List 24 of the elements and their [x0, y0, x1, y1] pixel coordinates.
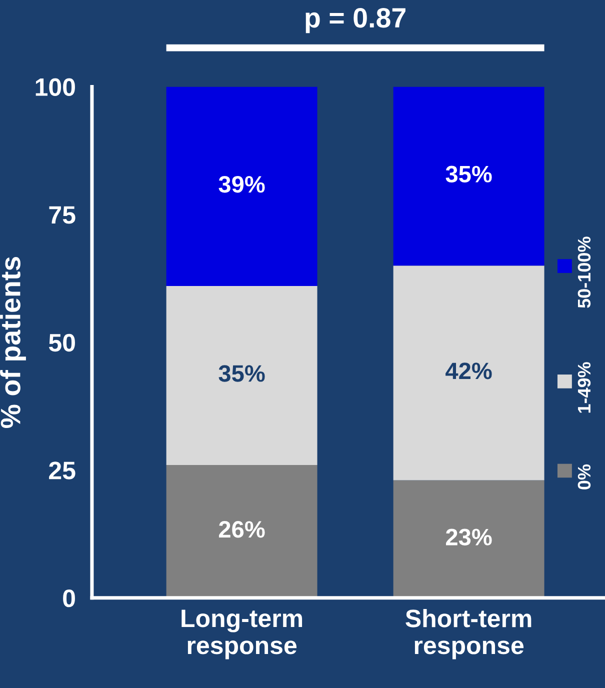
data-label: 35%: [446, 166, 492, 183]
legend-label: 50-100%: [578, 236, 591, 308]
bar: [393, 86, 544, 266]
bar: [393, 480, 544, 598]
y-tick-label: 50: [48, 334, 75, 352]
y-tick-label: 0: [63, 589, 75, 608]
x-tick-label: Long-term response: [182, 610, 302, 660]
data-label: 23%: [446, 528, 492, 546]
data-label: 39%: [218, 176, 265, 193]
bar: [393, 266, 544, 480]
legend-label: 0%: [578, 464, 591, 490]
bar: [166, 286, 318, 465]
text: p = 0.87: [306, 8, 406, 34]
y-tick-label: 25: [49, 462, 76, 480]
y-tick-label: 100: [36, 78, 75, 96]
y-axis-title: % of patients: [0, 256, 26, 428]
data-label: 35%: [218, 365, 265, 382]
x-tick-label: Short-term response: [406, 608, 532, 660]
y-tick-label: 75: [49, 206, 76, 224]
data-label: 42%: [446, 362, 492, 380]
bar: [166, 86, 318, 286]
legend-label: 1-49%: [578, 362, 591, 413]
data-label: 26%: [218, 521, 265, 538]
bar: [166, 464, 318, 598]
